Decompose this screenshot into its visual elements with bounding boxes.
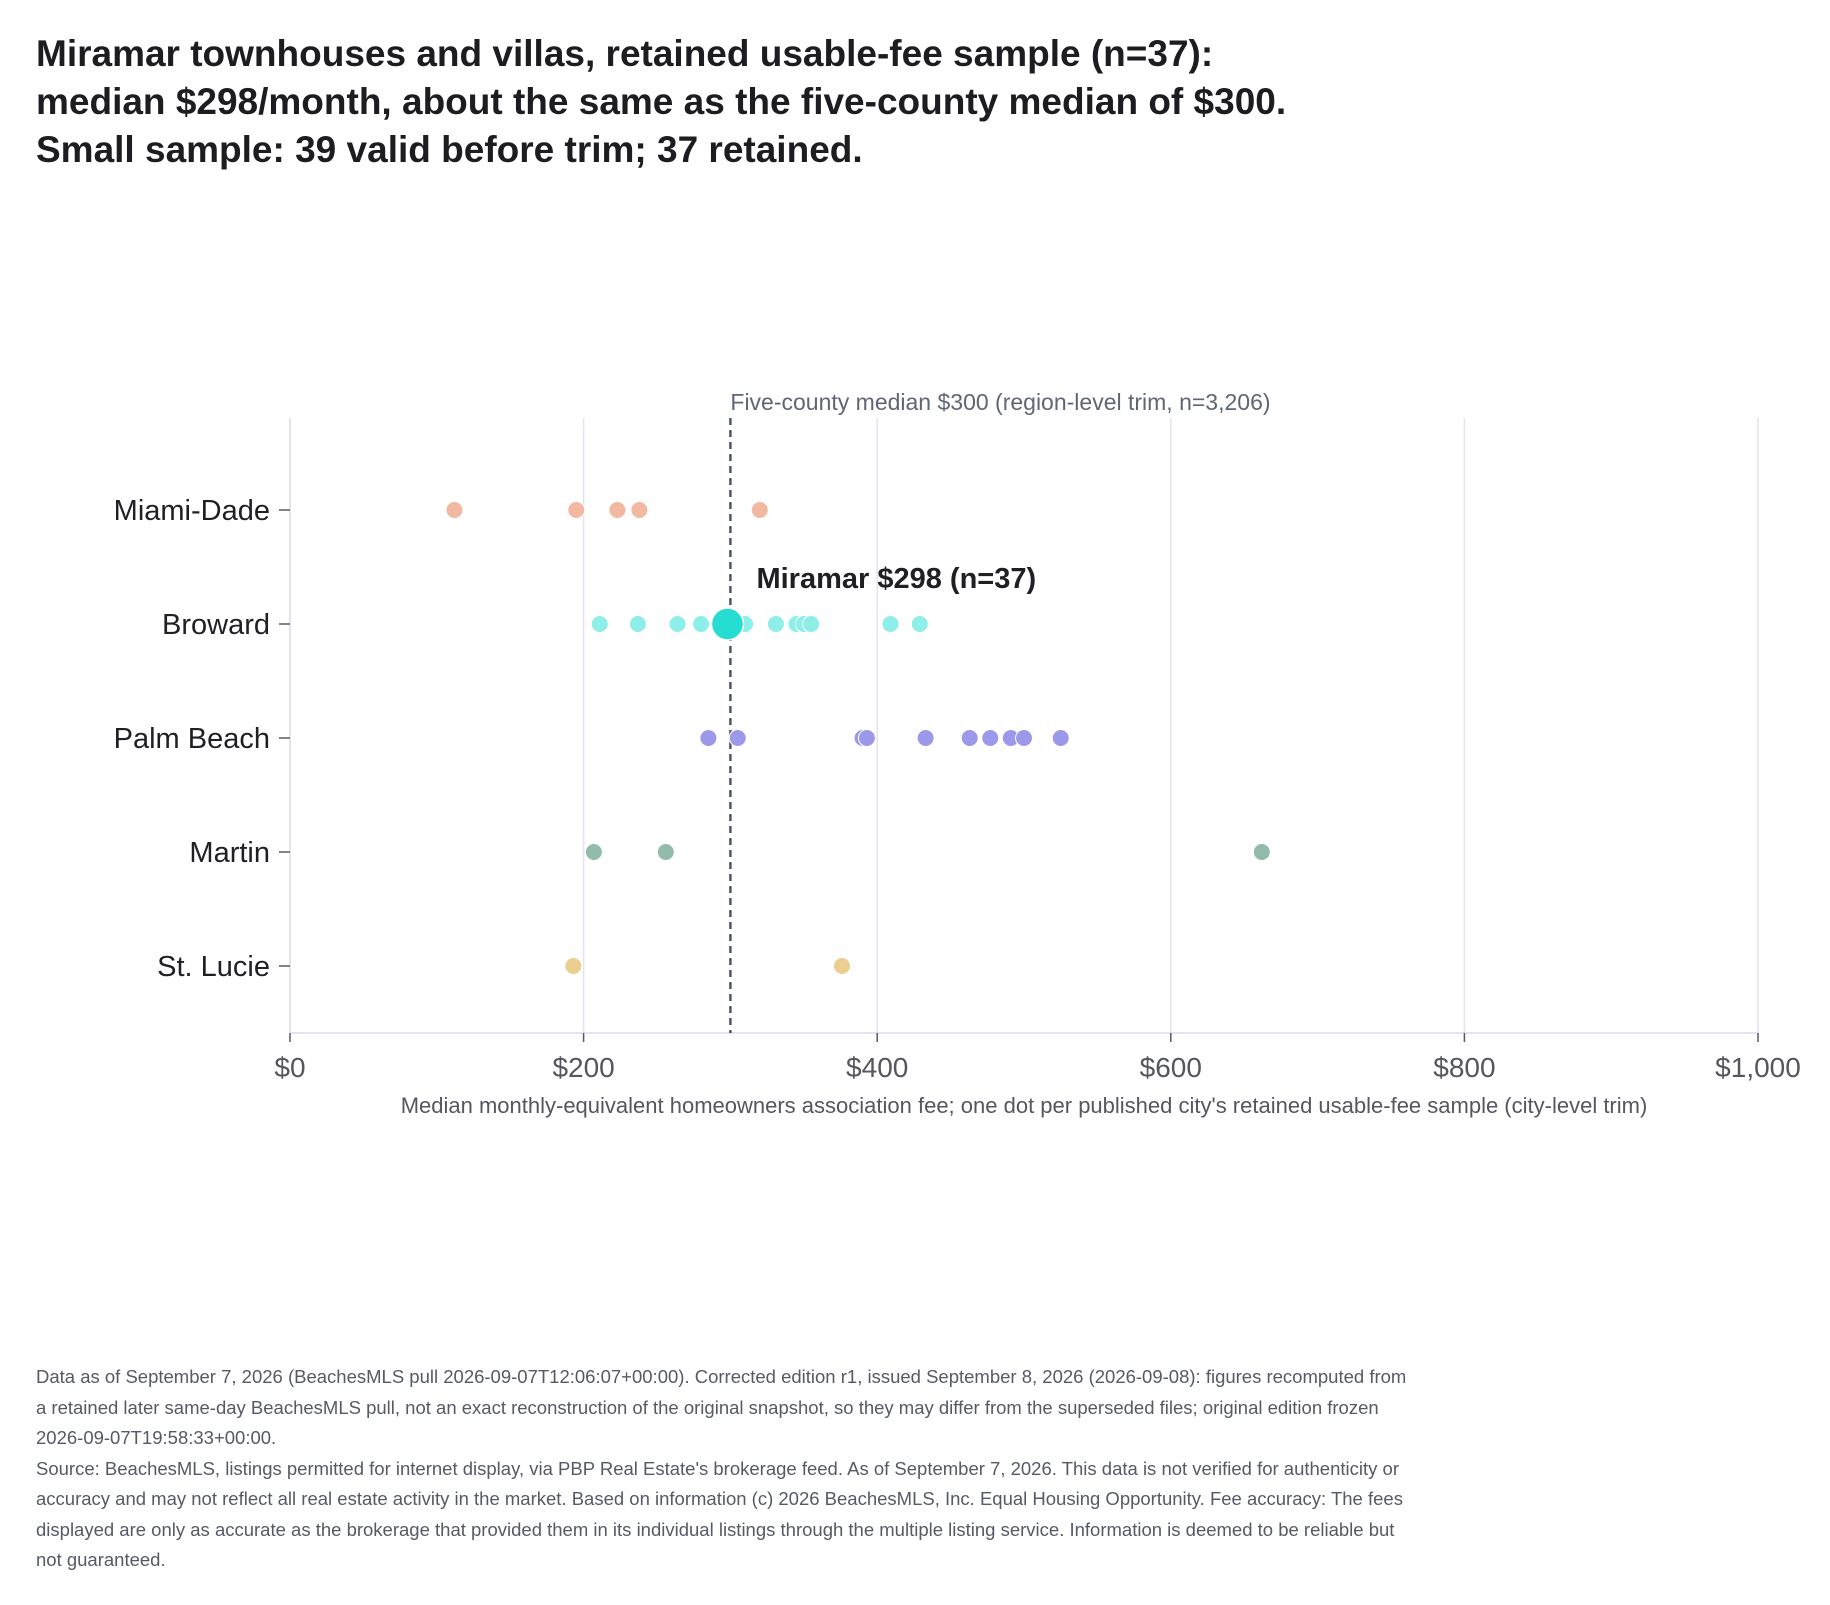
- city-dot: [630, 501, 649, 519]
- chart-labels: Miramar $298 (n=37): [756, 563, 1036, 595]
- city-dot: [766, 615, 785, 633]
- x-tick-label: $800: [1433, 1052, 1495, 1083]
- highlight-label-miramar: Miramar $298 (n=37): [756, 563, 1036, 595]
- city-dot: [699, 729, 718, 747]
- city-dot: [1015, 729, 1033, 747]
- gridlines: [582, 418, 1759, 1033]
- city-dot: [590, 615, 609, 633]
- x-tick-label: $0: [274, 1052, 305, 1083]
- city-dot: [628, 615, 647, 633]
- chart-title: Miramar townhouses and villas, retained …: [36, 33, 1287, 170]
- footnote-data-edition: Data as of September 7, 2026 (BeachesMLS…: [36, 1366, 1407, 1448]
- city-dot: [857, 729, 876, 747]
- city-dot: [1252, 843, 1271, 861]
- city-dot: [728, 729, 747, 747]
- y-tick-label: Broward: [162, 609, 270, 641]
- city-dot: [881, 615, 900, 633]
- city-dot: [584, 843, 603, 861]
- x-tick-label: $600: [1140, 1052, 1202, 1083]
- highlight-dot-miramar: [710, 607, 745, 641]
- reference-median-label: Five-county median $300 (region-level tr…: [730, 389, 1270, 415]
- city-dot: [910, 615, 929, 633]
- city-dot: [750, 501, 769, 519]
- x-axis-label: Median monthly-equivalent homeowners ass…: [401, 1093, 1648, 1118]
- y-tick-label: Miami-Dade: [114, 495, 270, 527]
- city-dot: [960, 729, 979, 747]
- city-dot: [564, 957, 583, 975]
- x-tick-label: $400: [846, 1052, 908, 1083]
- footnote-source: Source: BeachesMLS, listings permitted f…: [36, 1457, 1403, 1571]
- city-dot: [692, 615, 711, 633]
- city-dot: [981, 729, 1000, 747]
- y-tick-label: Martin: [189, 837, 270, 869]
- city-dot: [916, 729, 935, 747]
- city-dot: [668, 615, 687, 633]
- city-dot: [802, 615, 821, 633]
- city-dot: [1051, 729, 1070, 747]
- x-tick-label: $1,000: [1715, 1052, 1801, 1083]
- data-points: [445, 501, 1271, 975]
- city-dot: [656, 843, 675, 861]
- city-dot: [608, 501, 627, 519]
- axes: $0 $200 $400 $600 $800 $1,000 Median monthly-e…: [114, 418, 1801, 1118]
- reference-line-group: Five-county median $300 (region-level tr…: [729, 389, 1271, 1033]
- footnotes: Data as of September 7, 2026 (BeachesMLS…: [36, 1362, 1416, 1576]
- city-dot: [832, 957, 851, 975]
- x-tick-label: $200: [552, 1052, 614, 1083]
- city-dot: [567, 501, 586, 519]
- dot-plot: $0 $200 $400 $600 $800 $1,000 Median monthly-e…: [114, 389, 1801, 1118]
- y-tick-label: Palm Beach: [114, 723, 270, 755]
- y-tick-label: St. Lucie: [157, 951, 270, 983]
- city-dot: [445, 501, 464, 519]
